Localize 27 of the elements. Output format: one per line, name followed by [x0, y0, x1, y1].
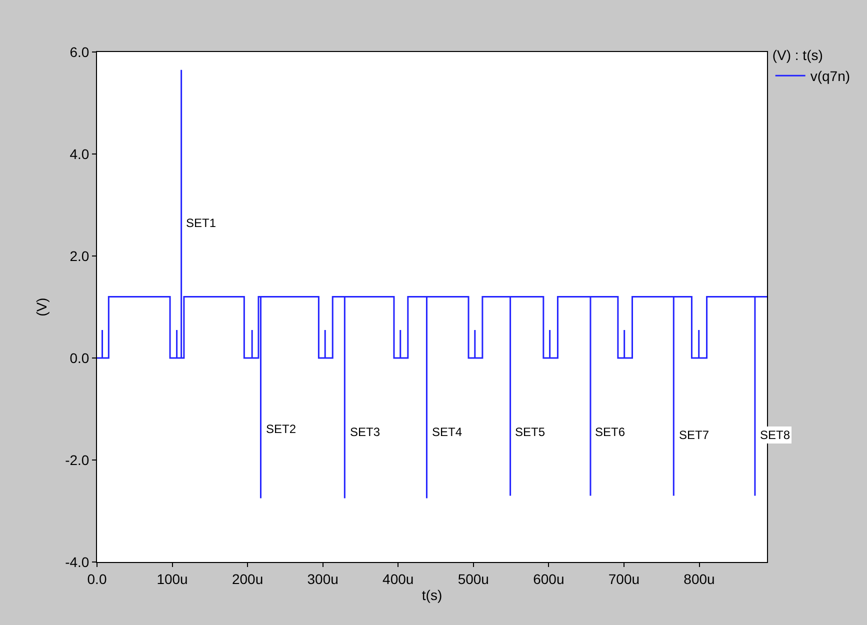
x-tick-label: 300u	[307, 570, 338, 587]
x-axis-title: t(s)	[422, 587, 442, 604]
legend-label: v(q7n)	[810, 68, 850, 84]
annotation: SET4	[432, 425, 462, 439]
x-tick-label: 600u	[533, 570, 564, 587]
annotation: SET2	[266, 422, 296, 436]
y-tick-label: 2.0	[70, 248, 90, 264]
y-axis-title: (V)	[34, 298, 50, 316]
annotation: SET5	[515, 425, 546, 439]
x-tick-label: 0.0	[87, 570, 107, 587]
y-tick-label: -4.0	[65, 554, 90, 570]
x-tick-label: 800u	[684, 570, 715, 587]
y-tick-label: 6.0	[70, 44, 90, 60]
y-tick-label: -2.0	[65, 452, 90, 468]
annotation: SET8	[760, 428, 790, 442]
y-tick-label: 0.0	[70, 350, 90, 366]
annotation: SET6	[595, 425, 626, 439]
x-tick-label: 100u	[156, 570, 188, 587]
annotation: SET7	[679, 428, 710, 442]
legend-title: (V) : t(s)	[772, 47, 823, 63]
x-tick-label: 500u	[458, 570, 489, 587]
annotation: SET1	[186, 216, 216, 230]
annotation: SET3	[350, 425, 380, 439]
x-tick-label: 700u	[608, 570, 640, 587]
x-tick-label: 200u	[232, 570, 264, 587]
x-tick-label: 400u	[382, 570, 414, 587]
y-tick-label: 4.0	[70, 146, 90, 162]
